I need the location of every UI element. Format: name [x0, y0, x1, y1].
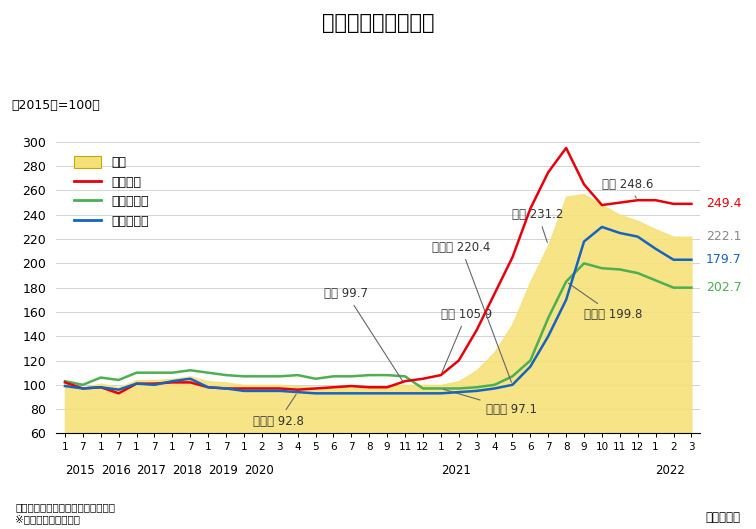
Text: 2016: 2016: [101, 464, 131, 477]
Legend: 製材, 米材製材, 北洋材製材, 欧州材製材: 製材, 米材製材, 北洋材製材, 欧州材製材: [69, 151, 153, 233]
Text: 2018: 2018: [172, 464, 202, 477]
Text: 2020: 2020: [244, 464, 274, 477]
Text: （2015年=100）: （2015年=100）: [11, 98, 100, 112]
Text: 222.1: 222.1: [706, 230, 741, 243]
Text: 北洋材 199.8: 北洋材 199.8: [569, 283, 643, 321]
Text: 2015: 2015: [65, 464, 94, 477]
Text: 179.7: 179.7: [706, 253, 742, 266]
Text: 202.7: 202.7: [706, 281, 742, 294]
Text: 2021: 2021: [441, 464, 471, 477]
Text: 2017: 2017: [137, 464, 166, 477]
Text: 米材 248.6: 米材 248.6: [602, 178, 653, 198]
Text: （月／年）: （月／年）: [706, 510, 741, 524]
Text: 2019: 2019: [208, 464, 238, 477]
Text: 249.4: 249.4: [706, 197, 741, 211]
Text: 2022: 2022: [655, 464, 686, 477]
Text: 【資料】企業物価指数（日本銀行）
※製材：製材三種全計: 【資料】企業物価指数（日本銀行） ※製材：製材三種全計: [15, 502, 115, 524]
Text: 北洋材 97.1: 北洋材 97.1: [444, 389, 537, 416]
Text: 欧州材 220.4: 欧州材 220.4: [432, 241, 512, 382]
Text: 製材の輸入物価指数: 製材の輸入物価指数: [322, 13, 434, 33]
Text: 米材 105.9: 米材 105.9: [441, 308, 492, 372]
Text: 製材 99.7: 製材 99.7: [324, 287, 404, 382]
Text: 欧州材 92.8: 欧州材 92.8: [253, 395, 304, 428]
Text: 製材 231.2: 製材 231.2: [513, 208, 564, 242]
